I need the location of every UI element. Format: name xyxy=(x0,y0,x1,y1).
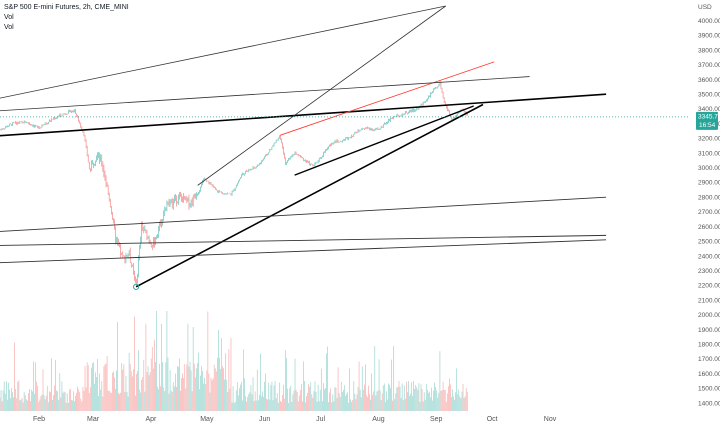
x-tick-label: Oct xyxy=(487,416,498,423)
trend-line xyxy=(135,103,484,288)
x-tick-label: Feb xyxy=(33,416,45,423)
vol-label-secondary: Vol xyxy=(4,24,14,31)
trend-line xyxy=(0,93,607,137)
y-tick-label: 3100.00 xyxy=(698,150,720,157)
y-tick-label: 2200.00 xyxy=(698,283,720,290)
x-tick-label: Aug xyxy=(372,416,385,423)
trend-lines[interactable] xyxy=(0,5,607,290)
y-tick-label: 3600.00 xyxy=(698,77,720,84)
trend-line xyxy=(279,61,495,136)
trend-line xyxy=(294,105,474,176)
trend-line xyxy=(0,5,446,99)
x-tick-label: May xyxy=(200,416,214,423)
y-tick-label: 4000.00 xyxy=(698,18,720,25)
symbol-title: S&P 500 E-mini Futures, 2h, CME_MINI xyxy=(4,4,129,11)
y-tick-label: 1400.00 xyxy=(698,400,720,407)
y-tick-label: 2000.00 xyxy=(698,312,720,319)
y-tick-label: 2500.00 xyxy=(698,239,720,246)
y-tick-label: 1800.00 xyxy=(698,341,720,348)
trend-line xyxy=(0,239,607,264)
trend-line xyxy=(0,76,530,112)
y-tick-label: 2900.00 xyxy=(698,180,720,187)
trend-line xyxy=(197,5,446,186)
x-tick-label: Apr xyxy=(145,416,157,423)
y-tick-label: 1500.00 xyxy=(698,386,720,393)
bar-countdown: 16:54 xyxy=(699,122,716,129)
y-tick-label: 2800.00 xyxy=(698,194,720,201)
x-tick-label: Mar xyxy=(87,416,100,423)
price-tag-bg xyxy=(696,111,718,130)
last-price-value: 3345.75 xyxy=(698,114,720,121)
y-tick-label: 3000.00 xyxy=(698,165,720,172)
y-tick-label: 3700.00 xyxy=(698,62,720,69)
volume-bars xyxy=(0,311,468,411)
y-tick-label: 2400.00 xyxy=(698,253,720,260)
chart-legend: S&P 500 E-mini Futures, 2h, CME_MINI Vol… xyxy=(4,3,129,33)
y-tick-label: 3800.00 xyxy=(698,47,720,54)
x-tick-label: Sep xyxy=(430,416,443,423)
trend-line xyxy=(0,196,607,232)
trend-line xyxy=(0,234,607,246)
y-tick-label: 3200.00 xyxy=(698,136,720,143)
y-tick-label: 2100.00 xyxy=(698,297,720,304)
y-tick-label: 2700.00 xyxy=(698,209,720,216)
y-tick-label: 3900.00 xyxy=(698,33,720,40)
vol-label: Vol xyxy=(4,14,14,21)
price-axis[interactable]: USD 4000.00 3900.00 3800.00 3700.00 3600.00 35… xyxy=(698,4,720,407)
y-tick-label: 2600.00 xyxy=(698,224,720,231)
currency-label: USD xyxy=(698,4,712,11)
x-tick-label: Jun xyxy=(259,416,270,423)
time-axis[interactable]: Feb Mar Apr May Jun Jul Aug Sep Oct Nov xyxy=(33,416,557,423)
y-tick-label: 3400.00 xyxy=(698,106,720,113)
y-tick-label: 1600.00 xyxy=(698,371,720,378)
candlesticks xyxy=(0,80,468,286)
y-tick-label: 1900.00 xyxy=(698,327,720,334)
x-tick-label: Jul xyxy=(316,416,325,423)
y-tick-label: 3500.00 xyxy=(698,92,720,99)
y-tick-label: 1700.00 xyxy=(698,356,720,363)
x-tick-label: Nov xyxy=(544,416,557,423)
low-point-marker xyxy=(133,283,140,290)
y-tick-label: 2300.00 xyxy=(698,268,720,275)
